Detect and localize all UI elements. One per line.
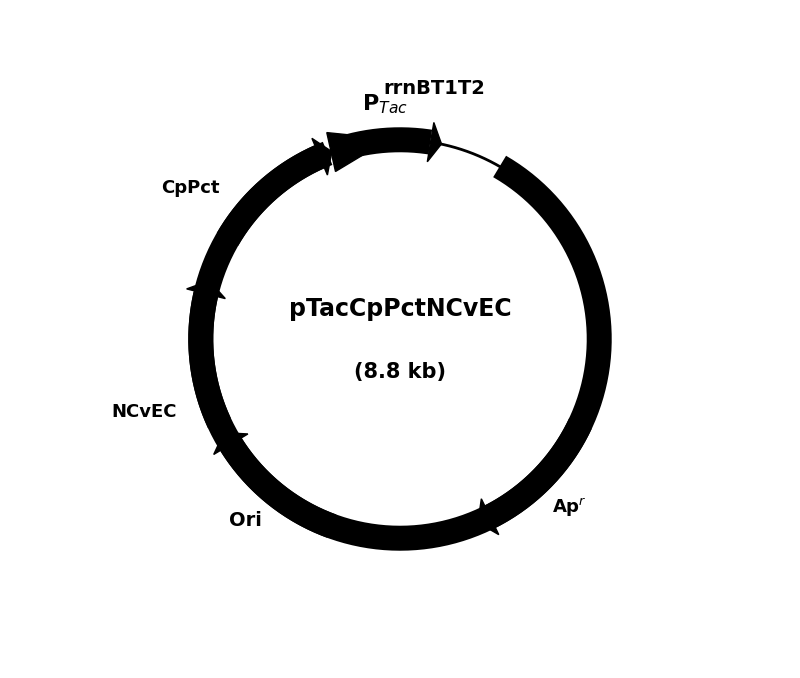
- Polygon shape: [186, 281, 226, 298]
- Polygon shape: [478, 499, 498, 535]
- Polygon shape: [312, 138, 332, 175]
- Polygon shape: [326, 133, 390, 172]
- Text: Ap$^r$: Ap$^r$: [552, 496, 587, 519]
- Text: pTacCpPctNCvEC: pTacCpPctNCvEC: [289, 297, 511, 321]
- Text: Ori: Ori: [229, 511, 262, 530]
- Polygon shape: [427, 123, 442, 162]
- Polygon shape: [214, 433, 248, 454]
- Text: rrnBT1T2: rrnBT1T2: [383, 79, 485, 98]
- Text: (8.8 kb): (8.8 kb): [354, 362, 446, 382]
- Text: NCvEC: NCvEC: [111, 403, 177, 420]
- Text: $\mathbf{P}_{Tac}$: $\mathbf{P}_{Tac}$: [362, 92, 408, 116]
- Text: CpPct: CpPct: [162, 179, 220, 197]
